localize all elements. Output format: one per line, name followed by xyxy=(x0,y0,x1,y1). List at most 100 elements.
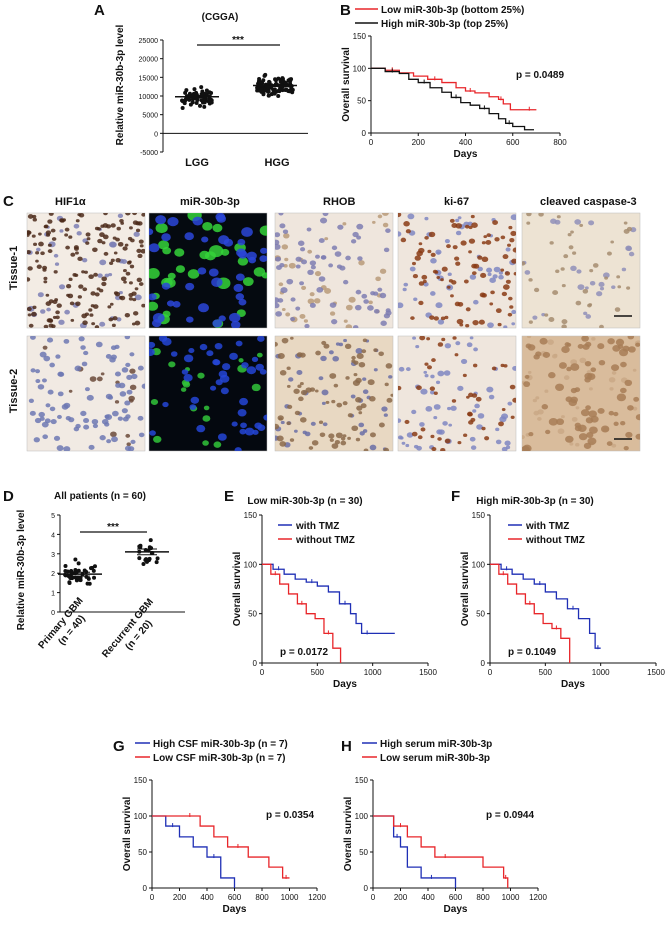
ihc-cell xyxy=(299,313,306,319)
ihc-cell xyxy=(380,320,387,326)
ihc-cell xyxy=(141,303,145,308)
ihc-cell xyxy=(288,377,294,382)
panelF-x-tick-label: 0 xyxy=(488,668,493,677)
ihc-cell xyxy=(587,437,597,445)
ihc-cell xyxy=(598,359,606,366)
ihc-cell xyxy=(187,269,200,279)
ihc-cell xyxy=(88,444,95,450)
ihc-tile-content xyxy=(522,336,640,451)
panelA-data-point xyxy=(287,89,292,94)
ihc-cell xyxy=(100,372,105,376)
ihc-cell xyxy=(192,216,203,226)
panelD-data-point xyxy=(76,561,81,566)
ihc-cell xyxy=(42,345,48,350)
ihc-cell xyxy=(280,287,288,294)
ihc-cell xyxy=(310,265,316,270)
ihc-cell xyxy=(561,324,567,328)
ihc-cell xyxy=(501,407,506,412)
ihc-cell xyxy=(599,324,604,328)
ihc-cell xyxy=(107,395,114,400)
ihc-image-r2-c4 xyxy=(397,335,517,452)
ihc-cell xyxy=(131,373,138,380)
ihc-cell xyxy=(83,417,90,424)
ihc-cell xyxy=(113,251,118,255)
ihc-cell xyxy=(548,316,555,322)
ihc-cell xyxy=(347,436,351,440)
ihc-cell xyxy=(472,363,478,368)
ihc-cell xyxy=(294,410,301,416)
panelE-y-tick-label: 150 xyxy=(244,511,258,520)
panelH-y-label: Overall survival xyxy=(343,797,354,872)
ihc-cell xyxy=(632,368,637,372)
ihc-cell xyxy=(78,336,85,342)
panelH-p-value: p = 0.0944 xyxy=(486,810,535,821)
ihc-cell xyxy=(218,315,226,322)
ihc-cell xyxy=(286,278,294,285)
ihc-cell xyxy=(296,369,303,375)
panelD-data-point xyxy=(76,576,81,581)
ihc-cell xyxy=(84,270,88,274)
ihc-cell xyxy=(49,362,55,368)
ihc-cell xyxy=(345,376,350,380)
ihc-cell xyxy=(473,347,478,352)
ihc-cell xyxy=(119,391,127,397)
panelA-data-point xyxy=(191,91,196,96)
ihc-cell xyxy=(286,384,291,388)
panelF-x-tick-label: 1500 xyxy=(647,668,665,677)
ihc-cell xyxy=(586,431,594,438)
panel-letter-c: C xyxy=(3,193,14,210)
ihc-cell xyxy=(126,374,133,380)
ihc-cell xyxy=(448,423,453,427)
panelB-legend-high: High miR-30b-3p (top 25%) xyxy=(381,19,508,30)
ihc-cell xyxy=(124,312,131,318)
ihc-cell xyxy=(626,286,631,290)
ihc-cell xyxy=(70,318,75,322)
panelG-series-line-0 xyxy=(152,815,236,888)
ihc-cell xyxy=(307,269,314,276)
ihc-cell xyxy=(325,400,330,404)
ihc-cell xyxy=(299,417,307,423)
ihc-cell xyxy=(329,373,337,379)
ihc-cell xyxy=(440,448,446,451)
panelA-data-point xyxy=(192,87,197,92)
ihc-tile-content xyxy=(28,336,145,451)
ihc-cell xyxy=(251,356,259,362)
ihc-cell xyxy=(162,247,172,255)
ihc-cell xyxy=(220,387,229,395)
ihc-cell xyxy=(212,223,223,233)
panelG-x-tick-label: 800 xyxy=(255,893,269,902)
ihc-cell xyxy=(203,405,210,411)
panelD-data-point xyxy=(92,564,97,569)
ihc-cell xyxy=(358,411,363,415)
ihc-cell xyxy=(275,423,280,430)
ihc-cell xyxy=(35,378,41,384)
ihc-cell xyxy=(47,243,52,247)
panelA-data-point xyxy=(284,87,289,92)
ihc-cell xyxy=(275,302,280,309)
panelD-data-point xyxy=(148,538,153,543)
ihc-cell xyxy=(275,232,281,238)
panelE-x-tick-label: 0 xyxy=(260,668,265,677)
panelD-data-point xyxy=(65,569,70,574)
panelG-x-label: Days xyxy=(223,904,247,915)
ihc-cell xyxy=(356,353,364,360)
ihc-cell xyxy=(66,293,70,297)
ihc-cell xyxy=(359,431,365,436)
panelA-y-tick-label: 10000 xyxy=(139,94,159,101)
ihc-cell xyxy=(424,216,429,221)
ihc-cell xyxy=(446,244,451,249)
ihc-cell xyxy=(476,424,483,430)
ihc-cell xyxy=(598,281,605,287)
ihc-cell xyxy=(565,435,574,443)
ihc-cell xyxy=(524,270,531,275)
ihc-cell xyxy=(129,352,135,357)
ihc-cell xyxy=(412,336,416,340)
panelD-data-point xyxy=(89,566,94,571)
ihc-cell xyxy=(38,232,42,236)
ihc-cell xyxy=(201,236,209,243)
ihc-cell xyxy=(48,213,54,216)
ihc-cell xyxy=(609,387,614,391)
ihc-cell xyxy=(355,377,362,384)
ihc-cell xyxy=(133,311,139,316)
ihc-cell xyxy=(412,273,419,279)
